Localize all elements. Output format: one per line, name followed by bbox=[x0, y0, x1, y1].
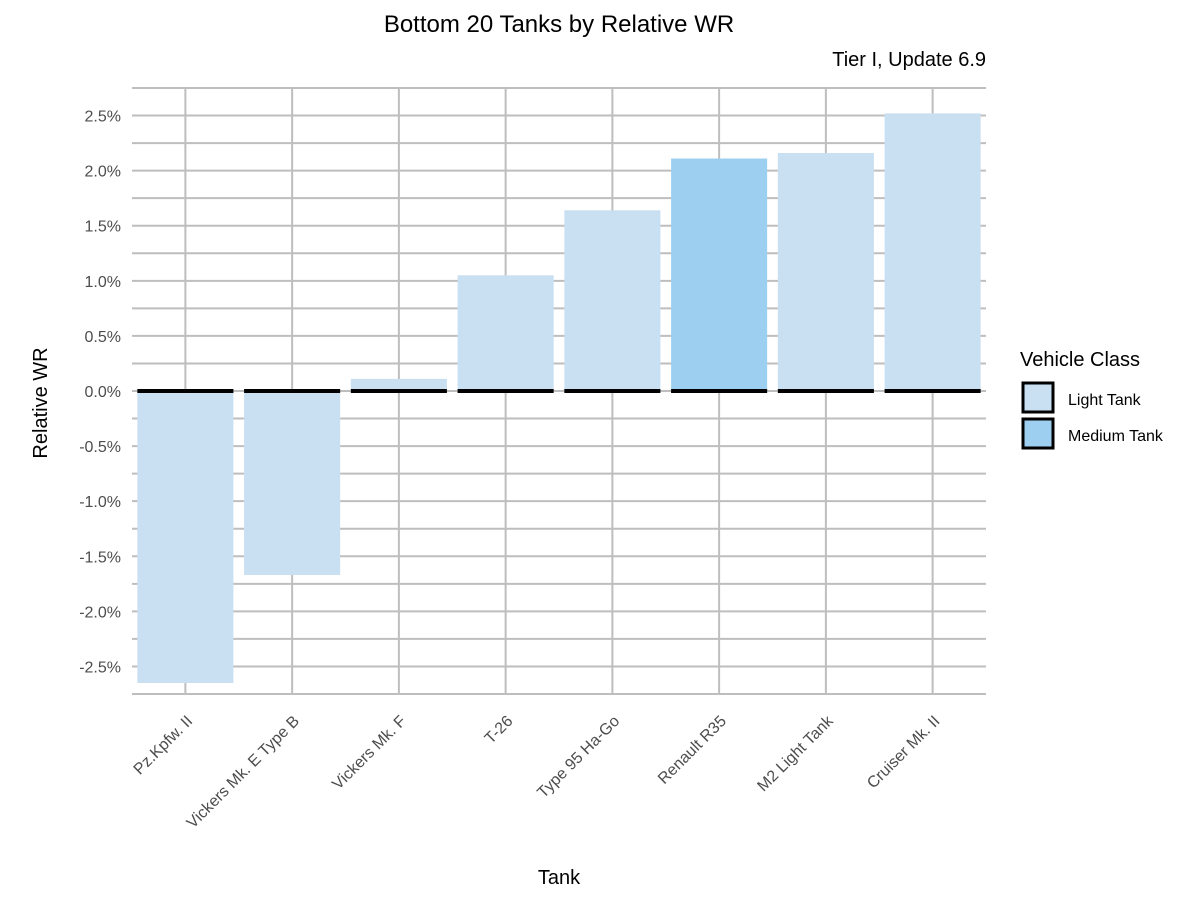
bar-t-26 bbox=[457, 275, 554, 391]
bar-renault-r35 bbox=[671, 158, 768, 391]
legend: Vehicle Class Light Tank Medium Tank bbox=[1020, 349, 1164, 450]
chart-subtitle: Tier I, Update 6.9 bbox=[832, 49, 986, 71]
x-tick-label: T-26 bbox=[482, 713, 517, 748]
legend-label-light-tank: Light Tank bbox=[1068, 392, 1142, 409]
x-tick-label: M2 Light Tank bbox=[754, 712, 837, 795]
y-tick-label: -2.5% bbox=[79, 659, 121, 676]
y-axis-title: Relative WR bbox=[30, 347, 52, 458]
y-tick-label: -2.0% bbox=[79, 604, 121, 621]
x-tick-label: Vickers Mk. E Type B bbox=[184, 713, 303, 832]
y-tick-label: 0.0% bbox=[85, 384, 121, 401]
y-tick-label: 2.5% bbox=[85, 109, 121, 126]
y-tick-label: 1.0% bbox=[85, 274, 121, 291]
bar-cruiser-mk-ii bbox=[884, 113, 981, 391]
y-tick-label: -1.0% bbox=[79, 494, 121, 511]
bar-type-95-ha-go bbox=[564, 210, 661, 391]
legend-swatch-light-tank bbox=[1021, 381, 1055, 414]
y-tick-label: 0.5% bbox=[85, 329, 121, 346]
bar-vickers-mk-f bbox=[350, 378, 447, 391]
legend-title: Vehicle Class bbox=[1020, 349, 1140, 371]
legend-label-medium-tank: Medium Tank bbox=[1068, 428, 1164, 445]
legend-swatch-medium-tank bbox=[1021, 417, 1055, 450]
x-tick-label: Renault R35 bbox=[655, 713, 730, 788]
y-tick-label: -1.5% bbox=[79, 549, 121, 566]
x-tick-label: Type 95 Ha-Go bbox=[534, 713, 623, 802]
chart-title: Bottom 20 Tanks by Relative WR bbox=[384, 11, 734, 38]
x-tick-label: Pz.Kpfw. II bbox=[131, 713, 196, 778]
y-tick-label: 1.5% bbox=[85, 219, 121, 236]
y-tick-label: -0.5% bbox=[79, 439, 121, 456]
bar-m2-light-tank bbox=[777, 153, 874, 391]
x-tick-label: Vickers Mk. F bbox=[329, 713, 409, 793]
x-tick-label: Cruiser Mk. II bbox=[864, 713, 943, 792]
bar-pz-kpfw-ii bbox=[137, 391, 234, 683]
y-tick-label: 2.0% bbox=[85, 164, 121, 181]
x-axis-title: Tank bbox=[538, 867, 581, 889]
y-axis-ticks: 2.5% 2.0% 1.5% 1.0% 0.5% 0.0% -0.5% -1.0% -1.5% -… bbox=[79, 109, 121, 677]
bars bbox=[137, 113, 981, 683]
bar-vickers-mk-e-type-b bbox=[244, 391, 341, 576]
